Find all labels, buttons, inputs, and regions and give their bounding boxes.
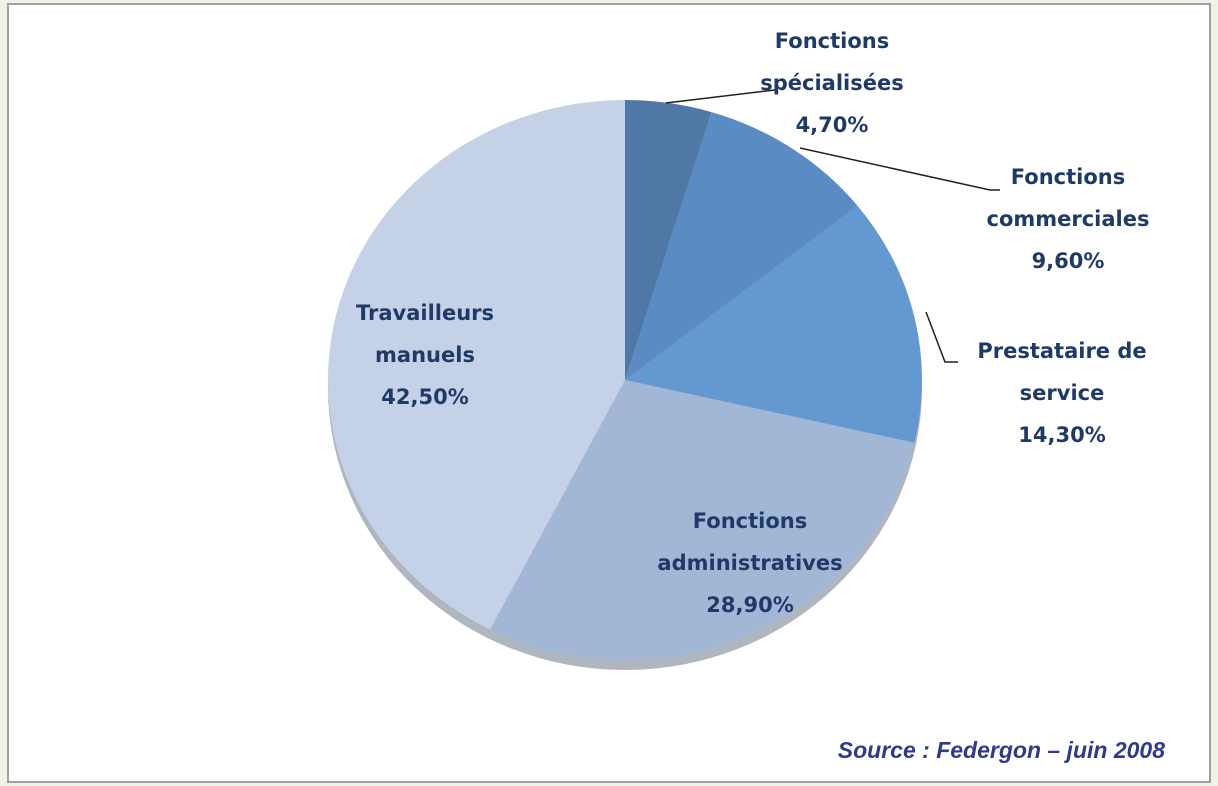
- pie-slice: [490, 380, 915, 660]
- leader-line: [799, 147, 1000, 191]
- value-label: 42,50%: [381, 385, 468, 409]
- leader-line: [665, 89, 776, 104]
- slice-label: Travailleurs: [356, 301, 494, 325]
- value-label: 9,60%: [1032, 249, 1105, 273]
- slice-label: manuels: [375, 343, 475, 367]
- slice-label: Prestataire de: [977, 339, 1146, 363]
- value-label: 4,70%: [796, 113, 869, 137]
- slice-label: Fonctions: [693, 509, 807, 533]
- slice-label: commerciales: [987, 207, 1150, 231]
- value-label: 14,30%: [1018, 423, 1105, 447]
- slice-label: Fonctions: [1011, 165, 1125, 189]
- slice-label: spécialisées: [760, 71, 903, 95]
- slice-label: Fonctions: [775, 29, 889, 53]
- leader-line: [925, 311, 958, 363]
- pie-slice: [625, 100, 712, 380]
- pie-slice: [625, 205, 922, 443]
- pie-slice: [327, 100, 625, 630]
- value-label: 28,90%: [706, 593, 793, 617]
- slice-label: service: [1020, 381, 1105, 405]
- slice-label: administratives: [657, 551, 842, 575]
- pie-slice: [625, 112, 858, 380]
- source: Source : Federgon – juin 2008: [838, 737, 1165, 763]
